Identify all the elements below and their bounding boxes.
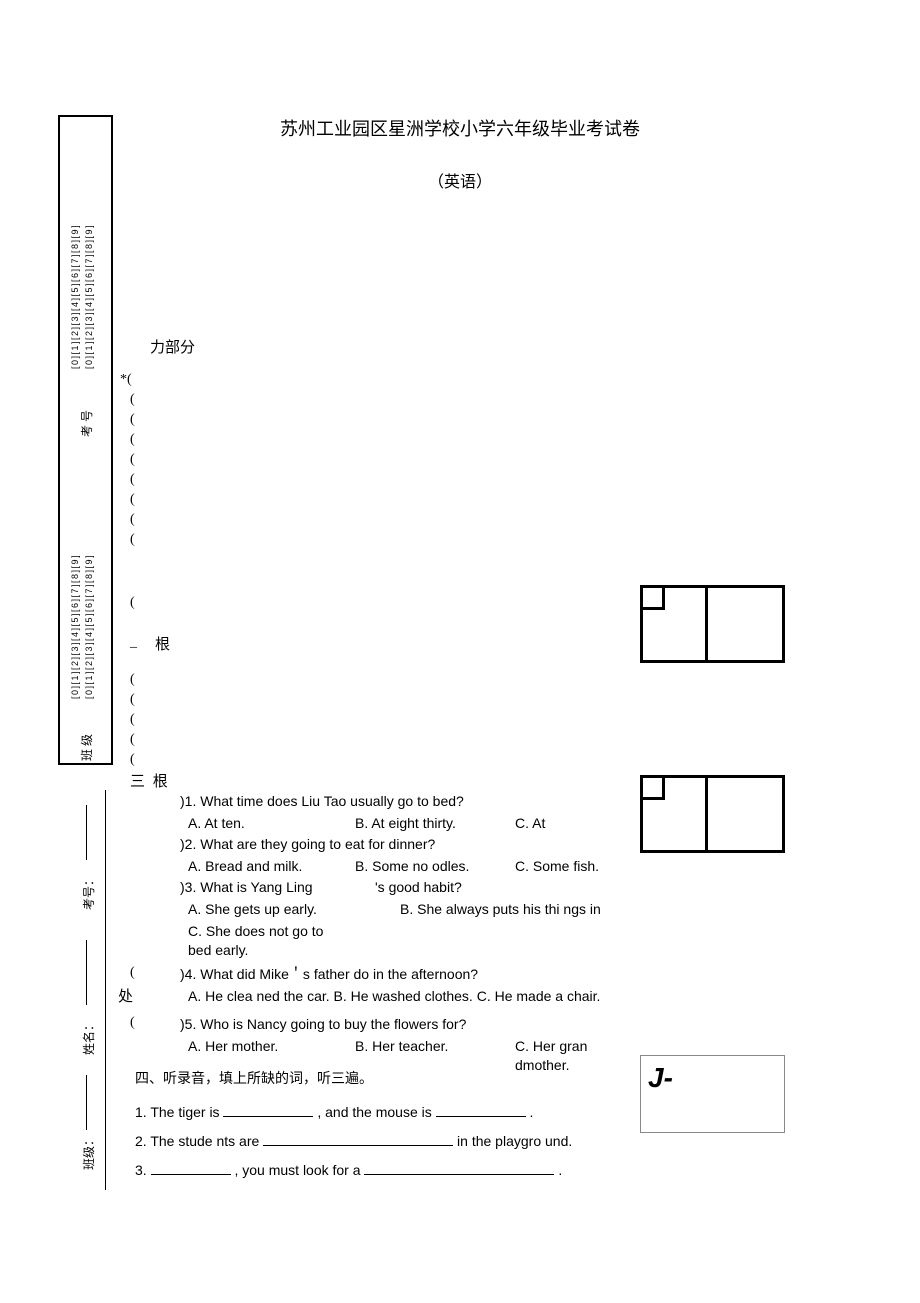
sidebar-label-banji: 班 级 xyxy=(78,734,95,761)
box-divider xyxy=(705,778,708,850)
q1-option-c: C. At xyxy=(515,814,545,834)
q3-option-b: B. She always puts his thi ngs in xyxy=(400,900,601,920)
sidebar-banji-label: 班级： xyxy=(80,1134,97,1170)
number-strip: [0][1][2][3][4][5][6][7][8][9] xyxy=(84,554,94,699)
s4-l2-b: in the playgro und. xyxy=(457,1133,572,1149)
exam-title: 苏州工业园区星洲学校小学六年级毕业考试卷 xyxy=(0,115,920,141)
paren-placeholder: ( xyxy=(130,752,135,768)
listening-section-label: 力部分 xyxy=(150,336,195,357)
asterisk-paren: *( xyxy=(120,372,132,388)
q4-options: A. He clea ned the car. B. He washed clo… xyxy=(180,987,660,1007)
s4-l1-a: 1. The tiger is xyxy=(135,1104,220,1120)
q2-text: )2. What are they going to eat for dinne… xyxy=(180,835,660,855)
paren-placeholder: ( xyxy=(130,472,135,488)
exam-subtitle: （英语） xyxy=(0,168,920,192)
blank-field[interactable] xyxy=(151,1161,231,1175)
number-strip: [0][1][2][3][4][5][6][7][8][9] xyxy=(70,224,80,369)
q3-text: )3. What is Yang Ling xyxy=(180,878,375,898)
paren-placeholder: ( xyxy=(130,595,135,611)
q1-text: )1. What time does Liu Tao usually go to… xyxy=(180,792,660,812)
jdash-text: J- xyxy=(648,1062,673,1094)
number-strip: [0][1][2][3][4][5][6][7][8][9] xyxy=(70,554,80,699)
q2-option-b: B. Some no odles. xyxy=(355,857,515,877)
paren-placeholder: ( xyxy=(130,532,135,548)
paren-placeholder: ( xyxy=(130,1015,135,1031)
question-4: )4. What did Mike＇s father do in the aft… xyxy=(180,965,660,1008)
s4-l1-c: . xyxy=(530,1104,534,1120)
q3-option-a: A. She gets up early. xyxy=(180,900,400,920)
gen-marker: 根 xyxy=(155,633,170,654)
paren-placeholder: ( xyxy=(130,512,135,528)
blank-field[interactable] xyxy=(223,1103,313,1117)
section4-line1: 1. The tiger is , and the mouse is . xyxy=(135,1103,695,1123)
paren-placeholder: ( xyxy=(130,672,135,688)
paren-placeholder: ( xyxy=(130,492,135,508)
paren-placeholder: ( xyxy=(130,412,135,428)
chu-marker: 处 xyxy=(118,985,133,1006)
q4-text: )4. What did Mike＇s father do in the aft… xyxy=(180,965,660,985)
blank-field[interactable] xyxy=(436,1103,526,1117)
answer-box-1 xyxy=(640,585,785,663)
underscore-placeholder: _ xyxy=(130,635,137,651)
paren-placeholder: ( xyxy=(130,432,135,448)
blank-field[interactable] xyxy=(364,1161,554,1175)
box-divider xyxy=(705,588,708,660)
box-corner xyxy=(640,775,665,800)
sidebar-label-kaohao: 考 号 xyxy=(78,410,95,437)
paren-placeholder: ( xyxy=(130,392,135,408)
paren-placeholder: ( xyxy=(130,965,135,981)
paren-placeholder: ( xyxy=(130,732,135,748)
q2-option-a: A. Bread and milk. xyxy=(180,857,355,877)
q1-option-a: A. At ten. xyxy=(180,814,355,834)
q1-option-b: B. At eight thirty. xyxy=(355,814,515,834)
q3-option-c: C. She does not go to bed early. xyxy=(180,922,340,961)
sidebar-underline xyxy=(86,805,87,860)
q3-text-tail: 's good habit? xyxy=(375,878,462,898)
paren-placeholder: ( xyxy=(130,452,135,468)
answer-box-2 xyxy=(640,775,785,853)
sidebar-underline xyxy=(86,940,87,1005)
answer-sheet-sidebar: [0][1][2][3][4][5][6][7][8][9] [0][1][2]… xyxy=(58,115,113,765)
paren-placeholder: ( xyxy=(130,692,135,708)
paren-placeholder: ( xyxy=(130,712,135,728)
question-5: )5. Who is Nancy going to buy the flower… xyxy=(180,1015,660,1078)
blank-field[interactable] xyxy=(263,1132,453,1146)
section4-line3: 3. , you must look for a . xyxy=(135,1161,695,1181)
q5-text: )5. Who is Nancy going to buy the flower… xyxy=(180,1015,660,1035)
number-strip: [0][1][2][3][4][5][6][7][8][9] xyxy=(84,224,94,369)
s4-l3-b: , you must look for a xyxy=(234,1162,360,1178)
s4-l3-a: 3. xyxy=(135,1162,147,1178)
section4-line2: 2. The stude nts are in the playgro und. xyxy=(135,1132,695,1152)
san-gen-marker: 三 根 xyxy=(130,770,170,791)
s4-l2-a: 2. The stude nts are xyxy=(135,1133,259,1149)
section4-header: 四、听录音，填上所缺的词，听三遍。 xyxy=(135,1070,675,1090)
s4-l1-b: , and the mouse is xyxy=(317,1104,431,1120)
sidebar-rule xyxy=(105,790,106,1190)
sidebar-underline xyxy=(86,1075,87,1130)
sidebar-xingming-label: 姓名： xyxy=(80,1019,97,1055)
sidebar-kaohao-label: 考号： xyxy=(80,874,97,910)
s4-l3-c: . xyxy=(558,1162,562,1178)
box-corner xyxy=(640,585,665,610)
q2-option-c: C. Some fish. xyxy=(515,857,599,877)
question-block: )1. What time does Liu Tao usually go to… xyxy=(180,792,660,963)
